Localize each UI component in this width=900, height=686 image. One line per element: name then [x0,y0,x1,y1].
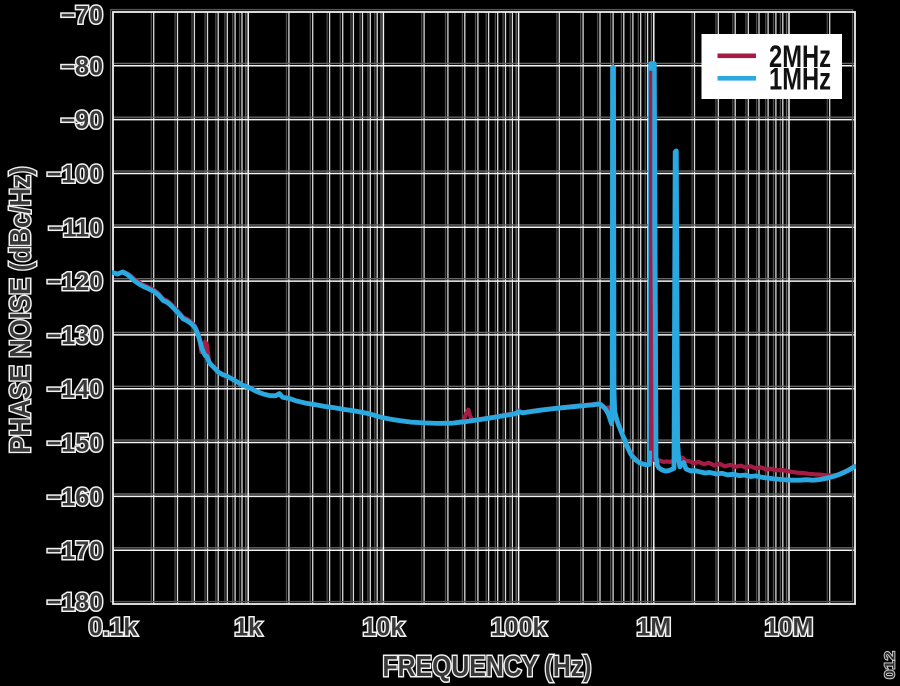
svg-text:100k: 100k [491,614,547,642]
svg-text:1M: 1M [636,614,671,642]
svg-text:−180: −180 [47,589,103,617]
svg-text:−130: −130 [47,322,103,350]
svg-text:−90: −90 [61,107,103,135]
svg-text:1k: 1k [234,614,262,642]
svg-text:−160: −160 [47,483,103,511]
svg-text:−100: −100 [47,161,103,189]
svg-text:−70: −70 [61,2,103,30]
svg-text:−80: −80 [61,53,103,81]
svg-text:FREQUENCY (Hz): FREQUENCY (Hz) [383,651,592,683]
svg-text:−120: −120 [47,268,103,296]
svg-text:−110: −110 [48,214,103,242]
svg-text:2MHz: 2MHz [769,38,831,74]
svg-text:10M: 10M [765,614,814,642]
svg-text:−170: −170 [47,537,103,565]
svg-text:0.1k: 0.1k [89,614,138,642]
svg-text:−150: −150 [47,430,103,458]
svg-text:PHASE NOISE (dBc/Hz): PHASE NOISE (dBc/Hz) [5,167,37,454]
svg-text:10k: 10k [363,614,405,642]
svg-text:012: 012 [882,651,899,679]
svg-text:1MHz: 1MHz [769,61,831,97]
svg-text:−140: −140 [47,376,103,404]
